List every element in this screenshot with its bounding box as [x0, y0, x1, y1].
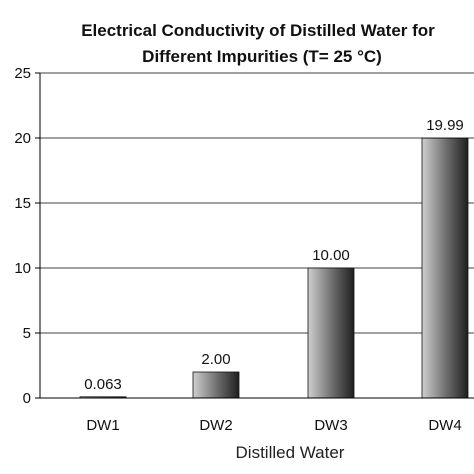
data-label-dw3: 10.00 [312, 247, 350, 264]
x-axis-categories: DW1 DW2 DW3 DW4 [86, 417, 461, 434]
chart-title-line-2: Different Impurities (T= 25 °C) [142, 47, 382, 66]
chart-title-line-1: Electrical Conductivity of Distilled Wat… [81, 21, 435, 40]
bars [79, 137, 469, 399]
data-label-dw1: 0.063 [84, 376, 122, 393]
y-tick-label: 25 [14, 65, 31, 82]
x-tick-label-dw4: DW4 [428, 417, 461, 434]
y-tick-label: 10 [14, 260, 31, 277]
y-tick-label: 5 [23, 325, 31, 342]
gridlines [40, 72, 474, 334]
x-tick-label-dw1: DW1 [86, 417, 119, 434]
x-axis-title: Distilled Water [236, 443, 345, 462]
y-tick-label: 20 [14, 130, 31, 147]
y-axis-ticks: 0 5 10 15 20 25 [14, 65, 40, 407]
bar-dw4 [421, 137, 469, 399]
data-label-dw4: 19.99 [426, 117, 464, 134]
data-labels: 0.063 2.00 10.00 19.99 [84, 117, 464, 393]
x-tick-label-dw2: DW2 [199, 417, 232, 434]
y-tick-label: 0 [23, 390, 31, 407]
bar-dw3 [307, 267, 355, 399]
y-tick-label: 15 [14, 195, 31, 212]
bar-dw2 [192, 371, 240, 399]
x-tick-label-dw3: DW3 [314, 417, 347, 434]
data-label-dw2: 2.00 [201, 351, 230, 368]
